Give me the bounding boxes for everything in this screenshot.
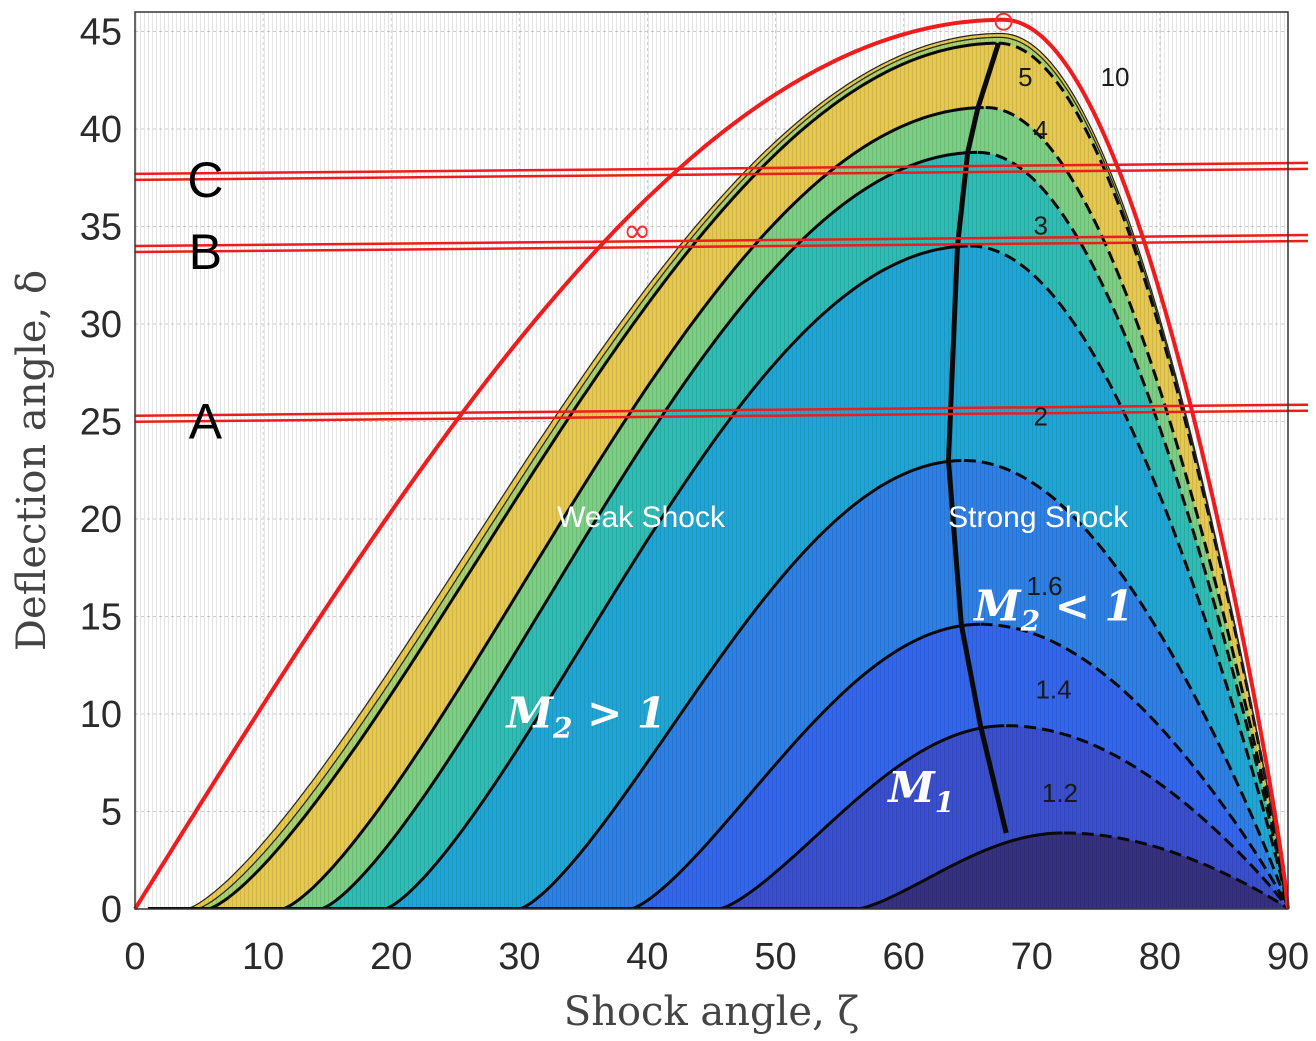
mach-label-5: 5	[1018, 62, 1032, 92]
m2-strong-rel: < 1	[1040, 581, 1134, 630]
curve-weak-4	[320, 150, 978, 909]
m2-strong-main: M	[972, 581, 1022, 630]
x-tick-label: 70	[1011, 936, 1053, 978]
x-tick-label: 0	[124, 936, 145, 978]
m2-weak-rel: > 1	[573, 689, 667, 738]
curve-weak-1.2	[857, 831, 1063, 909]
y-tick-label: 5	[101, 792, 122, 834]
limit-curve-line	[133, 17, 1290, 911]
line-letter-A: A	[189, 394, 223, 450]
m1-sub: 1	[935, 786, 954, 819]
hline-B-lower	[134, 239, 1309, 254]
y-tick-label: 15	[80, 597, 122, 639]
limit-curve	[133, 17, 1290, 911]
line-letters: A BC	[187, 152, 223, 450]
mach-label-10: 10	[1101, 62, 1130, 92]
horizontal-lines	[134, 161, 1309, 423]
mach-label-3: 3	[1034, 210, 1048, 240]
plot-frame	[134, 11, 1289, 910]
x-tick-label: 50	[754, 936, 796, 978]
m2-strong-annotation: M2 < 1	[972, 581, 1134, 637]
curve-weak-10	[207, 41, 996, 909]
line-letter-B: B	[189, 224, 222, 280]
weak-shock-label: Weak Shock	[557, 501, 726, 534]
y-tick-label: 45	[80, 12, 122, 54]
outer-edge-curve-0	[186, 32, 1288, 909]
y-tick-label: 0	[101, 889, 122, 931]
hline-A-lower	[134, 409, 1309, 423]
y-axis-label: Deflection angle, δ	[9, 270, 55, 651]
curve-weak-1.4	[718, 724, 1005, 909]
curve-strong-1.2	[1063, 831, 1288, 909]
m2-weak-annotation: M2 > 1	[505, 689, 667, 745]
strong-shock-label: Strong Shock	[948, 501, 1129, 534]
x-tick-label: 10	[242, 936, 284, 978]
hline-A-upper	[134, 403, 1309, 417]
curve-strong-2	[963, 459, 1288, 907]
m2-weak-main: M	[505, 689, 555, 738]
max-point-marker	[994, 12, 1013, 31]
m1-annotation: M1	[886, 763, 954, 819]
x-tick-label: 30	[498, 936, 540, 978]
mach-label-1.6: 1.6	[1027, 571, 1063, 601]
outer-edge-curve-1	[196, 36, 1286, 909]
m1-main: M	[886, 763, 936, 812]
mach-label-4: 4	[1034, 115, 1048, 145]
infinity-marker: ∞	[623, 211, 651, 251]
curve-weak-1.6	[630, 622, 980, 909]
mach-label-1.2: 1.2	[1042, 778, 1078, 808]
y-tick-label: 10	[80, 694, 122, 736]
m2-strong-sub: 2	[1020, 604, 1040, 637]
mach-curves	[147, 32, 1288, 909]
y-tick-label: 30	[80, 304, 122, 346]
y-tick-label: 35	[80, 207, 122, 249]
x-tick-label: 40	[626, 936, 668, 978]
curve-weak-3	[384, 244, 968, 909]
mach-label-1.4: 1.4	[1035, 674, 1071, 704]
m2-weak-sub: 2	[552, 712, 572, 745]
curve-strong-4	[977, 150, 1287, 895]
hline-C-lower	[134, 167, 1309, 182]
stripe-overlay	[135, 12, 1288, 909]
x-tick-label: 60	[883, 936, 925, 978]
x-axis-label: Shock angle, ζ	[564, 989, 859, 1035]
hline-B-upper	[134, 233, 1309, 248]
x-tick-label: 80	[1139, 936, 1181, 978]
curve-weak-5	[281, 106, 984, 909]
y-tick-label: 25	[80, 402, 122, 444]
curve-strong-1.4	[1006, 724, 1288, 909]
max-deflection-curve	[945, 42, 1009, 834]
curve-weak-2	[518, 459, 962, 909]
curve-strong-5	[985, 106, 1288, 901]
x-tick-label: 90	[1267, 936, 1309, 978]
curve-strong-3	[970, 244, 1288, 906]
y-tick-label: 40	[80, 109, 122, 151]
line-letter-C: C	[187, 152, 223, 208]
x-tick-label: 20	[370, 936, 412, 978]
y-tick-label: 20	[80, 499, 122, 541]
mach-label-2: 2	[1034, 401, 1048, 431]
max-deflection-line	[945, 42, 1009, 834]
hline-C-upper	[134, 161, 1309, 176]
